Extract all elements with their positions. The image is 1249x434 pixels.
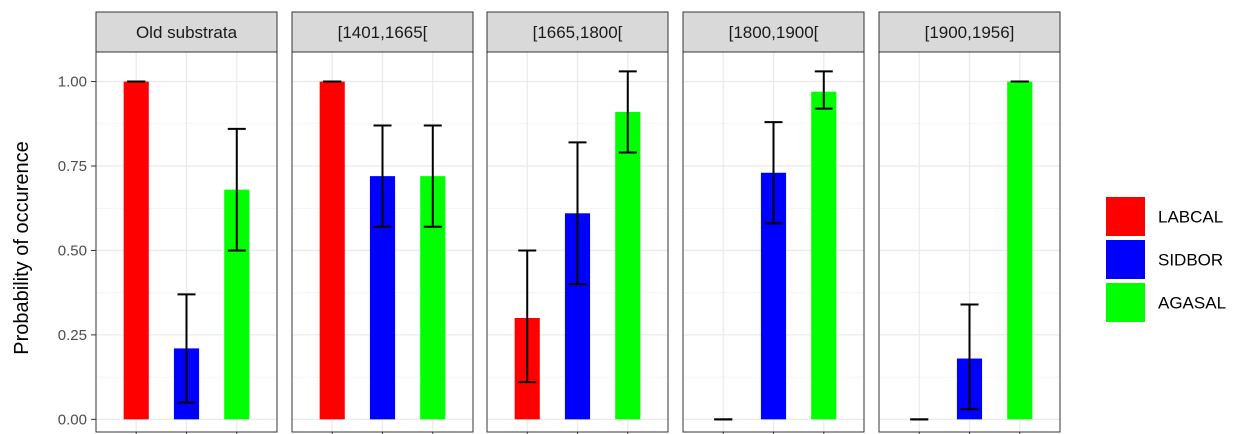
y-axis: 0.00 0.25 0.50 0.75 1.00 <box>58 74 96 428</box>
legend-key-agasal <box>1106 283 1145 322</box>
strip-label: [1800,1900[ <box>729 23 819 42</box>
legend-label-agasal: AGASAL <box>1158 294 1226 313</box>
strip-background <box>682 11 865 53</box>
legend-label-labcal: LABCAL <box>1158 208 1223 227</box>
bar-labcal <box>319 81 345 420</box>
panel-5: [1900,1956] <box>878 11 1061 434</box>
bar-agasal <box>1007 81 1033 420</box>
y-axis-title: Probability of occurence <box>11 141 33 354</box>
legend-label-sidbor: SIDBOR <box>1158 251 1223 270</box>
y-tick-label: 1.00 <box>58 74 87 91</box>
y-tick-label: 0.00 <box>58 411 87 428</box>
panel-1: Old substrata <box>95 11 278 434</box>
panel-3: [1665,1800[ <box>486 11 669 434</box>
legend: LABCAL SIDBOR AGASAL <box>1106 197 1226 322</box>
strip-label: Old substrata <box>136 23 238 42</box>
strip-background <box>878 11 1061 53</box>
strip-background <box>291 11 474 53</box>
bar-agasal <box>811 91 837 420</box>
bar-agasal <box>615 111 641 420</box>
y-tick-label: 0.75 <box>58 158 87 175</box>
y-tick-label: 0.25 <box>58 327 87 344</box>
strip-label: [1900,1956] <box>925 23 1015 42</box>
y-tick-label: 0.50 <box>58 242 87 259</box>
panel-4: [1800,1900[ <box>682 11 865 434</box>
strip-label: [1401,1665[ <box>338 23 428 42</box>
legend-key-sidbor <box>1106 240 1145 279</box>
panels-layer: Old substrata [1401,1665[ [1665,1800[ [1800… <box>95 11 1061 434</box>
strip-label: [1665,1800[ <box>533 23 623 42</box>
strip-background <box>95 11 278 53</box>
legend-key-labcal <box>1106 197 1145 236</box>
bar-labcal <box>123 81 149 420</box>
strip-background <box>486 11 669 53</box>
panel-2: [1401,1665[ <box>291 11 474 434</box>
